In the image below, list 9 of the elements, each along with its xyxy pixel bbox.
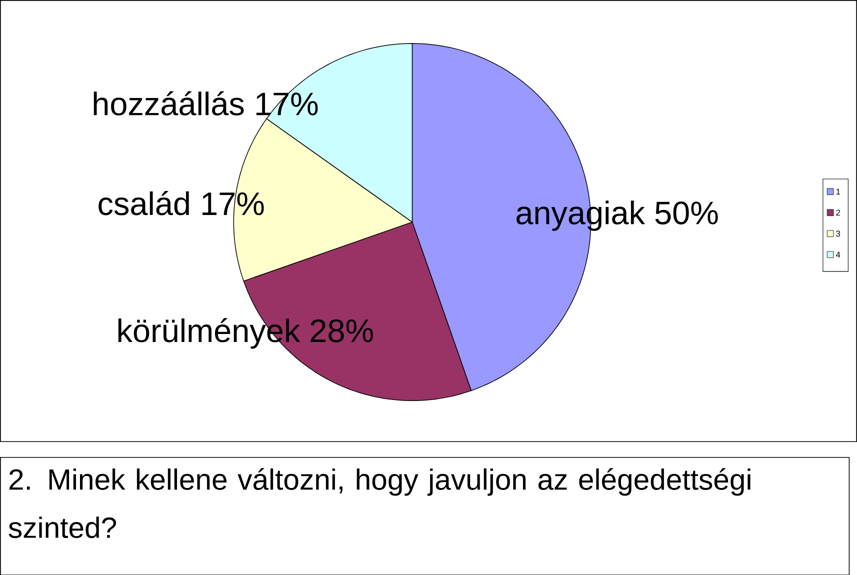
slice-label: család (98, 190, 189, 216)
data-label: 28% (310, 319, 373, 342)
text: 3 (836, 230, 840, 236)
text: 2 (836, 209, 840, 216)
text: 4 (836, 252, 840, 258)
text: 1 (836, 188, 840, 194)
data-label: 50% (655, 201, 718, 224)
text: 2. Minek kellene változni, hogy javuljon az elégedettségi szinted? (8, 468, 750, 538)
slice-label: hozzáállás (94, 91, 244, 116)
